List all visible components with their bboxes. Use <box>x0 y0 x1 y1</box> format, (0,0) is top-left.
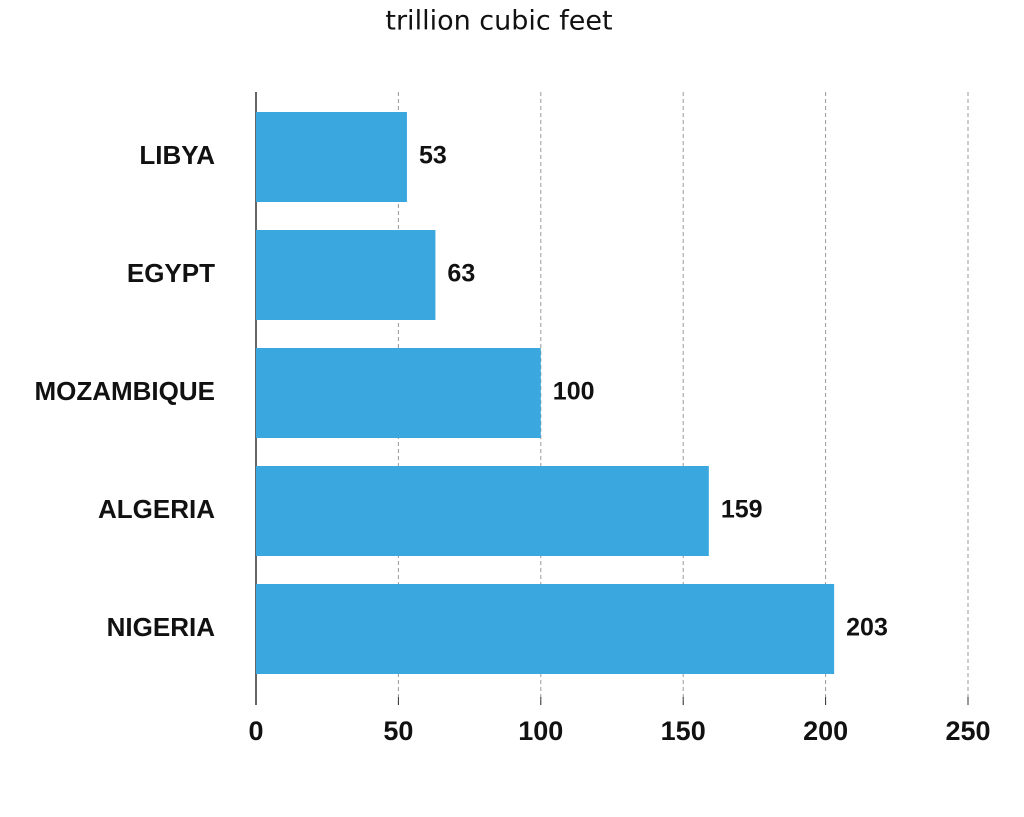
x-tick-label: 50 <box>383 716 413 746</box>
value-label: 53 <box>419 142 447 170</box>
category-label: MOZAMBIQUE <box>34 376 215 406</box>
category-label: NIGERIA <box>107 612 216 642</box>
x-tick-label: 200 <box>803 716 848 746</box>
category-label: LIBYA <box>139 140 215 170</box>
x-tick-label: 250 <box>945 716 990 746</box>
x-tick-label: 0 <box>248 716 263 746</box>
x-tick-label: 150 <box>661 716 706 746</box>
bar <box>256 230 436 320</box>
category-label: ALGERIA <box>98 494 215 524</box>
value-label: 159 <box>721 496 763 524</box>
category-label: EGYPT <box>127 258 215 288</box>
x-tick-label: 100 <box>518 716 563 746</box>
bar <box>256 584 835 674</box>
bar <box>256 466 709 556</box>
value-label: 63 <box>447 260 475 288</box>
chart-title: trillion cubic feet <box>385 6 612 37</box>
bar <box>256 112 407 202</box>
value-label: 100 <box>553 378 595 406</box>
value-label: 203 <box>846 614 888 642</box>
bar <box>256 348 541 438</box>
